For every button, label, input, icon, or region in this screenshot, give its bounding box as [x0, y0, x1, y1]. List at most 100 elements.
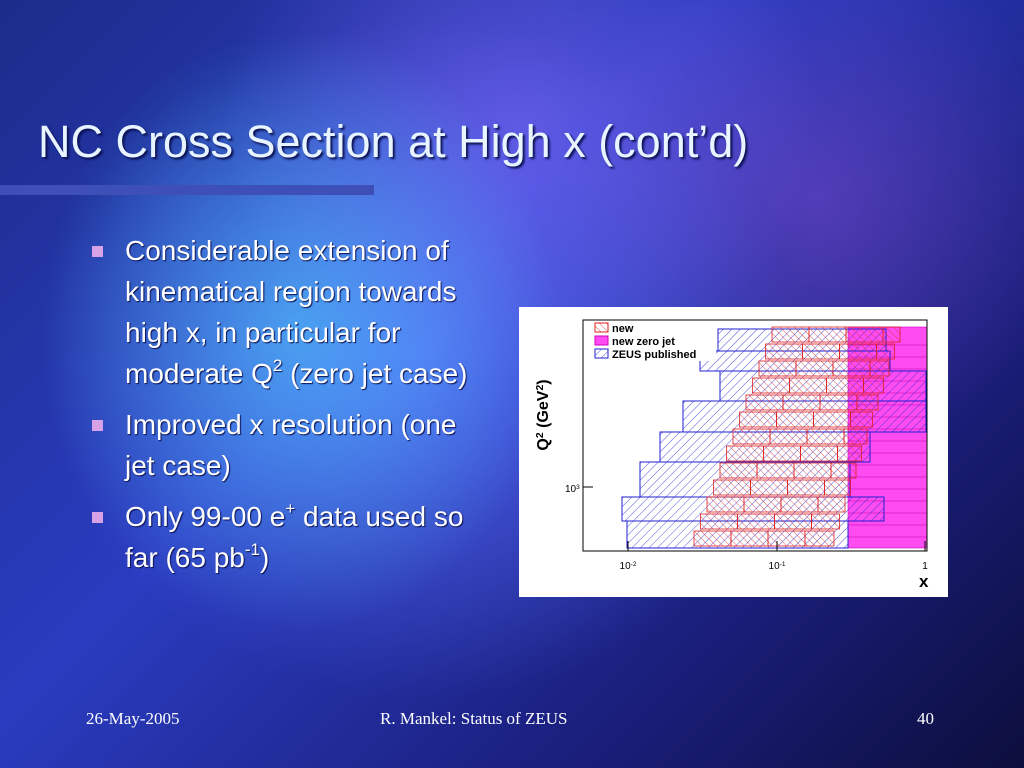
new-bin: [745, 394, 784, 411]
bullet-marker: [92, 420, 103, 431]
superscript: +: [285, 499, 296, 518]
new-bin: [826, 377, 864, 394]
new-bin: [767, 530, 806, 547]
superscript: 2: [535, 385, 546, 391]
x-tick-label: 1: [922, 561, 928, 572]
legend-bg: [592, 348, 716, 361]
y-tick-label: 103: [565, 484, 580, 496]
superscript: 2: [272, 356, 283, 375]
new-bin: [732, 428, 771, 445]
bullet-text: data used so far (65 pb: [125, 501, 464, 573]
bullet-item: Considerable extension of kinematical re…: [90, 230, 480, 394]
text-part: 10: [565, 484, 577, 495]
x-tick-label: 10-2: [620, 561, 637, 573]
superscript: -2: [631, 561, 637, 568]
new-bin: [780, 496, 819, 513]
text-part: 10: [620, 561, 632, 572]
text-part: 10: [769, 561, 781, 572]
new-bin: [839, 343, 877, 360]
new-bin: [882, 326, 901, 343]
new-bin: [771, 326, 810, 343]
bullet-marker: [92, 246, 103, 257]
new-bin: [776, 411, 814, 428]
new-bin: [802, 343, 840, 360]
bullet-text: Improved x resolution (one jet case): [125, 409, 457, 481]
new-bin: [700, 513, 738, 530]
new-bin: [756, 462, 795, 479]
superscript: 3: [576, 484, 580, 491]
new-bin: [869, 360, 890, 377]
new-bin: [863, 377, 884, 394]
new-bin: [817, 496, 846, 513]
x-axis-label: x: [919, 572, 929, 591]
new-bin: [750, 479, 788, 496]
legend-swatch: [594, 348, 609, 359]
new-bin: [832, 360, 871, 377]
new-bin: [824, 479, 851, 496]
superscript: -1: [244, 540, 260, 559]
y-axis-label: Q2 (GeV2): [535, 379, 553, 450]
new-bin: [739, 411, 777, 428]
new-bin: [813, 411, 851, 428]
text-part: Q: [535, 438, 552, 450]
text-part: (GeV: [535, 390, 552, 432]
text-part: 1: [922, 561, 928, 572]
new-bin: [726, 445, 764, 462]
new-bin: [795, 360, 834, 377]
new-bin: [837, 445, 862, 462]
legend-swatch: [594, 335, 609, 346]
bullet-item: Improved x resolution (one jet case): [90, 404, 480, 486]
new-bin: [876, 343, 895, 360]
new-bin: [752, 377, 790, 394]
plot-area: [621, 326, 928, 549]
footer-title: R. Mankel: Status of ZEUS: [380, 709, 568, 728]
new-bin: [769, 428, 808, 445]
legend-bg: [592, 322, 716, 335]
new-bin: [743, 496, 782, 513]
legend-label: new: [612, 323, 634, 335]
text-part: ): [535, 379, 552, 384]
new-bin: [719, 462, 758, 479]
legend-label: ZEUS published: [612, 349, 696, 361]
new-bin: [819, 394, 858, 411]
new-bin: [787, 479, 825, 496]
new-bin: [737, 513, 775, 530]
bullet-text: Only 99-00 e: [125, 501, 286, 532]
new-bin: [856, 394, 879, 411]
new-bin: [843, 428, 868, 445]
new-bin: [706, 496, 745, 513]
new-bin: [850, 411, 873, 428]
new-bin: [758, 360, 797, 377]
plot-frame: [582, 319, 928, 552]
legend-bg: [592, 335, 716, 348]
bullet-text: Considerable extension of kinematical re…: [125, 235, 457, 389]
bullet-list: Considerable extension of kinematical re…: [90, 230, 480, 588]
new-bin: [806, 428, 845, 445]
new-bin: [808, 326, 847, 343]
new-bin: [830, 462, 857, 479]
legend-label: new zero jet: [612, 336, 675, 348]
new-bin: [789, 377, 827, 394]
new-bin: [765, 343, 803, 360]
superscript: -1: [780, 561, 786, 568]
new-bin: [763, 445, 801, 462]
new-bin: [713, 479, 751, 496]
new-bin: [774, 513, 812, 530]
superscript: 2: [535, 432, 546, 438]
bullet-text: ): [259, 542, 270, 573]
title-rule: [0, 185, 374, 195]
new-bin: [782, 394, 821, 411]
new-bin: [845, 326, 884, 343]
new-bin: [800, 445, 838, 462]
x-tick-label: 10-1: [769, 561, 786, 573]
slide-title: NC Cross Section at High x (cont’d): [38, 116, 749, 167]
bullet-marker: [92, 512, 103, 523]
new-bin: [730, 530, 769, 547]
new-bin: [811, 513, 840, 530]
footer-date: 26-May-2005: [86, 709, 180, 728]
page-number: 40: [917, 709, 934, 728]
bullet-text: (zero jet case): [282, 358, 468, 389]
legend-swatch: [594, 322, 609, 333]
new-bin: [693, 530, 732, 547]
